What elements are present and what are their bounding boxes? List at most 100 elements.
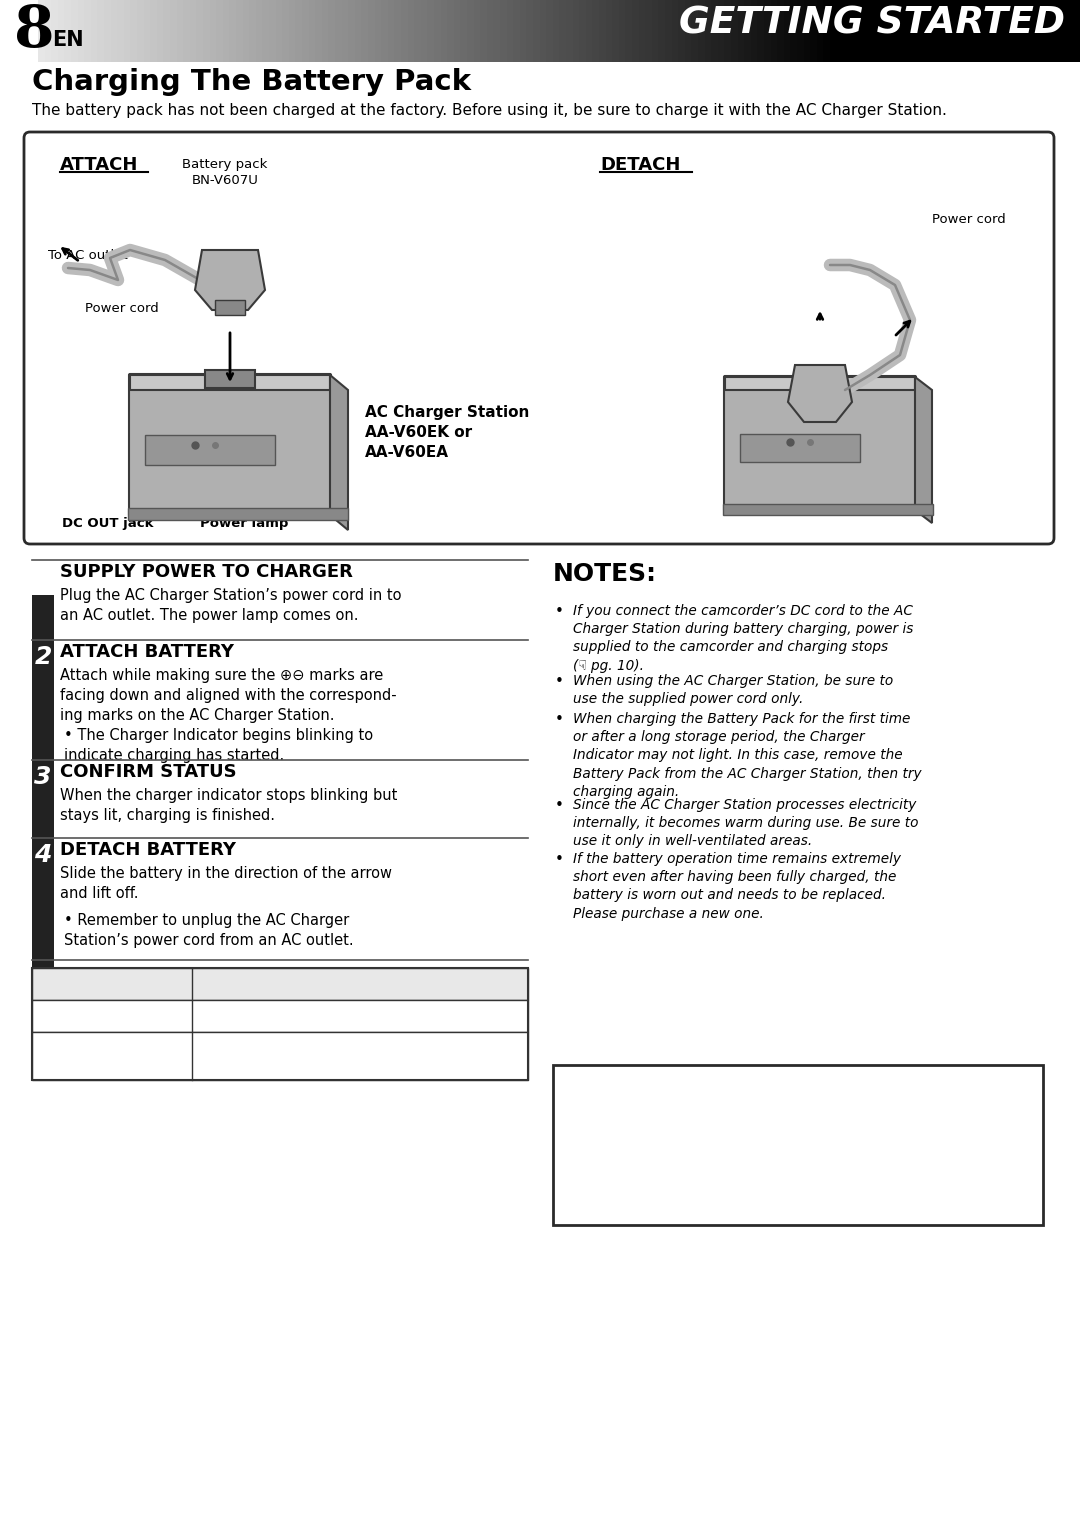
Bar [428, 0, 435, 61]
Bar [150, 0, 158, 61]
Bar [32, 967, 528, 1000]
Text: If the battery operation time remains extremely
short even after having been ful: If the battery operation time remains ex… [573, 852, 901, 920]
Text: Since the AC Charger Station processes electricity
internally, it becomes warm d: Since the AC Charger Station processes e… [573, 799, 918, 848]
Bar [553, 1065, 1043, 1225]
Bar [44, 0, 52, 61]
Text: 180 min.: 180 min. [329, 1046, 391, 1059]
Text: 4: 4 [35, 843, 52, 868]
Text: Power cord: Power cord [85, 302, 159, 314]
Text: •: • [555, 675, 564, 688]
Text: NOTES:: NOTES: [553, 563, 657, 586]
Bar [823, 0, 831, 61]
Bar [341, 0, 349, 61]
Bar [177, 0, 185, 61]
Bar [249, 0, 257, 61]
Bar [335, 0, 342, 61]
Text: •: • [555, 711, 564, 727]
Bar [229, 0, 237, 61]
FancyBboxPatch shape [24, 132, 1054, 544]
Bar [585, 0, 593, 61]
Bar [237, 0, 244, 61]
Bar [322, 0, 329, 61]
Text: When using the AC Charger Station, be sure to
use the supplied power cord only.: When using the AC Charger Station, be su… [573, 675, 893, 707]
Text: DETACH BATTERY: DETACH BATTERY [60, 842, 237, 858]
Bar [572, 0, 580, 61]
Bar [751, 0, 758, 61]
Bar [163, 0, 171, 61]
Bar [798, 373, 842, 388]
Bar [566, 0, 573, 61]
Bar [691, 0, 699, 61]
Bar [368, 0, 376, 61]
Bar [619, 0, 626, 61]
Bar [32, 1000, 528, 1032]
Bar [401, 0, 408, 61]
Bar [275, 0, 283, 61]
Bar [784, 0, 792, 61]
Bar [282, 0, 289, 61]
Text: Attach while making sure the ⊕⊖ marks are
facing down and aligned with the corre: Attach while making sure the ⊕⊖ marks ar… [60, 668, 396, 722]
Text: EN: EN [52, 31, 83, 51]
FancyBboxPatch shape [129, 374, 330, 517]
Bar [665, 0, 673, 61]
Text: 2: 2 [35, 645, 52, 668]
Text: Charger indicator: Charger indicator [160, 494, 276, 506]
Bar [362, 0, 369, 61]
Bar [256, 0, 264, 61]
Text: When the charger indicator stops blinking but
stays lit, charging is finished.: When the charger indicator stops blinkin… [60, 788, 397, 823]
Text: ATTACH: ATTACH [60, 156, 138, 175]
Bar [375, 0, 382, 61]
Text: 90 min.: 90 min. [334, 1009, 387, 1023]
Bar [460, 0, 468, 61]
Bar [481, 0, 488, 61]
Bar [487, 0, 495, 61]
Bar [698, 0, 705, 61]
Text: Slide the battery in the direction of the arrow
and lift off.: Slide the battery in the direction of th… [60, 866, 392, 901]
Bar [625, 0, 633, 61]
Bar [757, 0, 765, 61]
Bar [579, 0, 586, 61]
Text: AC Charger Station
AA-V60EK or
AA-V60EA: AC Charger Station AA-V60EK or AA-V60EA [365, 405, 529, 460]
Bar [791, 0, 798, 61]
Bar [91, 0, 98, 61]
Bar [454, 0, 461, 61]
Bar [546, 0, 554, 61]
Bar [731, 0, 739, 61]
Text: GETTING STARTED: GETTING STARTED [679, 5, 1065, 41]
Bar [534, 0, 541, 61]
Bar [262, 0, 270, 61]
Bar [652, 0, 660, 61]
Bar [269, 0, 276, 61]
Bar [513, 0, 521, 61]
Bar [632, 0, 639, 61]
Bar [441, 0, 448, 61]
Bar [685, 0, 692, 61]
Text: DC OUT jack: DC OUT jack [62, 517, 153, 530]
Polygon shape [915, 377, 932, 523]
Bar [243, 0, 251, 61]
Bar [467, 0, 474, 61]
Polygon shape [130, 376, 330, 389]
Bar [771, 0, 779, 61]
Bar [124, 0, 132, 61]
Bar [672, 0, 679, 61]
Polygon shape [195, 250, 265, 310]
Bar [740, 434, 860, 461]
Bar [797, 0, 805, 61]
Bar [32, 1032, 528, 1081]
Text: ATTACH BATTERY: ATTACH BATTERY [60, 642, 234, 661]
Text: The battery pack has not been charged at the factory. Before using it, be sure t: The battery pack has not been charged at… [32, 103, 947, 118]
Bar [203, 0, 211, 61]
Bar [51, 0, 58, 61]
Bar [197, 0, 204, 61]
Bar [58, 0, 66, 61]
Bar [118, 0, 125, 61]
Text: •: • [555, 852, 564, 868]
Text: Plug the AC Charger Station’s power cord in to
an AC outlet. The power lamp come: Plug the AC Charger Station’s power cord… [60, 589, 402, 622]
Bar [315, 0, 323, 61]
Bar [738, 0, 745, 61]
Text: 1: 1 [35, 566, 52, 589]
Text: INFORMATION:: INFORMATION: [567, 1073, 752, 1093]
Bar [526, 0, 534, 61]
Bar [593, 0, 600, 61]
